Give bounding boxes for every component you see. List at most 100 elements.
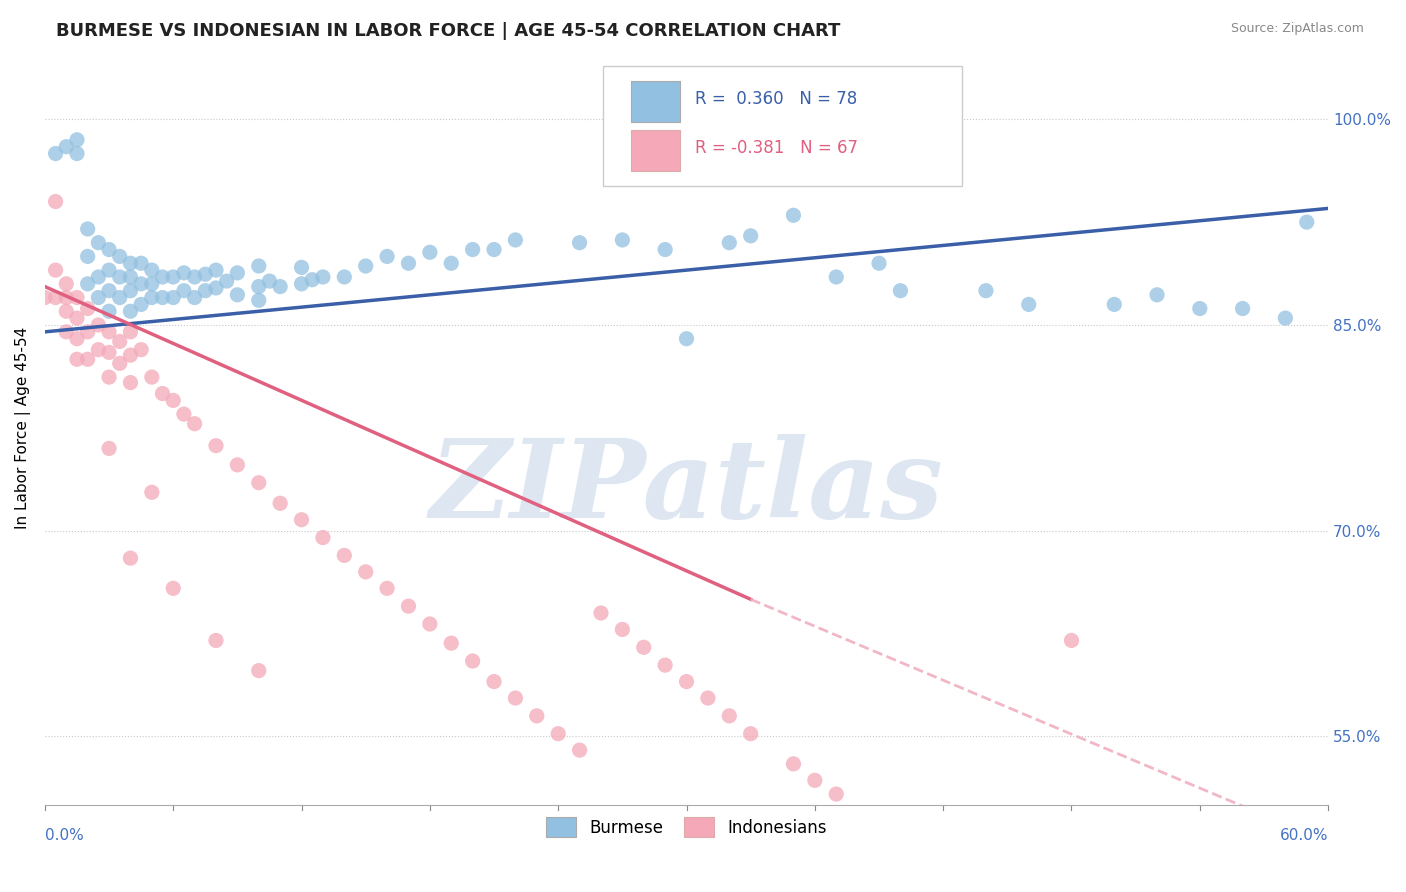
Point bbox=[108, 334, 131, 349]
Point bbox=[152, 386, 174, 401]
Point bbox=[974, 284, 997, 298]
Point bbox=[633, 640, 655, 655]
Point bbox=[612, 233, 634, 247]
Point bbox=[440, 256, 463, 270]
Point bbox=[301, 273, 323, 287]
FancyBboxPatch shape bbox=[631, 130, 681, 171]
Point bbox=[98, 243, 121, 257]
Y-axis label: In Labor Force | Age 45-54: In Labor Force | Age 45-54 bbox=[15, 326, 31, 529]
Point bbox=[45, 194, 67, 209]
Point bbox=[505, 691, 527, 706]
Text: R =  0.360   N = 78: R = 0.360 N = 78 bbox=[696, 90, 858, 108]
Point bbox=[482, 243, 505, 257]
Point bbox=[141, 485, 163, 500]
Text: Source: ZipAtlas.com: Source: ZipAtlas.com bbox=[1230, 22, 1364, 36]
Point bbox=[259, 274, 281, 288]
Point bbox=[120, 325, 142, 339]
Point bbox=[87, 343, 110, 357]
Text: R = -0.381   N = 67: R = -0.381 N = 67 bbox=[696, 139, 859, 157]
Point bbox=[247, 293, 270, 308]
Point bbox=[718, 235, 741, 250]
Point bbox=[55, 277, 77, 291]
Text: ZIPatlas: ZIPatlas bbox=[430, 434, 943, 542]
Point bbox=[87, 235, 110, 250]
Text: BURMESE VS INDONESIAN IN LABOR FORCE | AGE 45-54 CORRELATION CHART: BURMESE VS INDONESIAN IN LABOR FORCE | A… bbox=[56, 22, 841, 40]
Point bbox=[98, 325, 121, 339]
Point bbox=[1018, 297, 1040, 311]
Point bbox=[98, 442, 121, 456]
Point bbox=[696, 691, 718, 706]
Point bbox=[547, 727, 569, 741]
Point bbox=[290, 513, 312, 527]
Point bbox=[398, 256, 420, 270]
Point bbox=[76, 277, 98, 291]
Point bbox=[825, 787, 848, 801]
Point bbox=[162, 393, 184, 408]
Point bbox=[76, 249, 98, 263]
Point bbox=[120, 376, 142, 390]
Point bbox=[194, 284, 217, 298]
Point bbox=[76, 325, 98, 339]
Point bbox=[66, 352, 89, 367]
Point bbox=[205, 439, 228, 453]
Point bbox=[247, 475, 270, 490]
Point bbox=[290, 260, 312, 275]
Point bbox=[66, 311, 89, 326]
Point bbox=[108, 249, 131, 263]
Point bbox=[205, 633, 228, 648]
Point bbox=[440, 636, 463, 650]
Point bbox=[205, 263, 228, 277]
Point bbox=[654, 243, 676, 257]
Point bbox=[120, 284, 142, 298]
Point bbox=[141, 277, 163, 291]
Text: 60.0%: 60.0% bbox=[1279, 828, 1329, 843]
Point bbox=[66, 133, 89, 147]
Point bbox=[589, 606, 612, 620]
Point bbox=[526, 709, 548, 723]
Point bbox=[87, 291, 110, 305]
Point bbox=[152, 291, 174, 305]
Point bbox=[568, 235, 591, 250]
Point bbox=[889, 284, 911, 298]
Point bbox=[141, 291, 163, 305]
Point bbox=[173, 407, 195, 421]
Point bbox=[1052, 208, 1074, 222]
Point bbox=[205, 281, 228, 295]
Point bbox=[129, 343, 152, 357]
Point bbox=[375, 582, 398, 596]
Point bbox=[675, 674, 697, 689]
Point bbox=[354, 259, 377, 273]
Point bbox=[612, 623, 634, 637]
Point bbox=[120, 270, 142, 285]
Point bbox=[34, 291, 56, 305]
Point bbox=[183, 417, 205, 431]
Point bbox=[1295, 215, 1317, 229]
Point bbox=[66, 291, 89, 305]
Point bbox=[120, 304, 142, 318]
Point bbox=[354, 565, 377, 579]
Point bbox=[98, 284, 121, 298]
Point bbox=[87, 270, 110, 285]
Point bbox=[1274, 311, 1296, 326]
Point bbox=[461, 243, 484, 257]
Point bbox=[120, 256, 142, 270]
Point bbox=[120, 551, 142, 566]
Point bbox=[269, 496, 291, 510]
Point bbox=[98, 304, 121, 318]
Point bbox=[804, 773, 827, 788]
Point bbox=[1146, 288, 1168, 302]
Point bbox=[76, 222, 98, 236]
Point bbox=[162, 582, 184, 596]
Point bbox=[129, 277, 152, 291]
Point bbox=[108, 356, 131, 370]
Point bbox=[141, 263, 163, 277]
Point bbox=[333, 270, 356, 285]
Point bbox=[162, 291, 184, 305]
Point bbox=[1052, 297, 1074, 311]
Point bbox=[247, 259, 270, 273]
Point bbox=[173, 284, 195, 298]
Point bbox=[141, 370, 163, 384]
Point bbox=[868, 256, 890, 270]
Point bbox=[269, 279, 291, 293]
Point bbox=[1104, 297, 1126, 311]
